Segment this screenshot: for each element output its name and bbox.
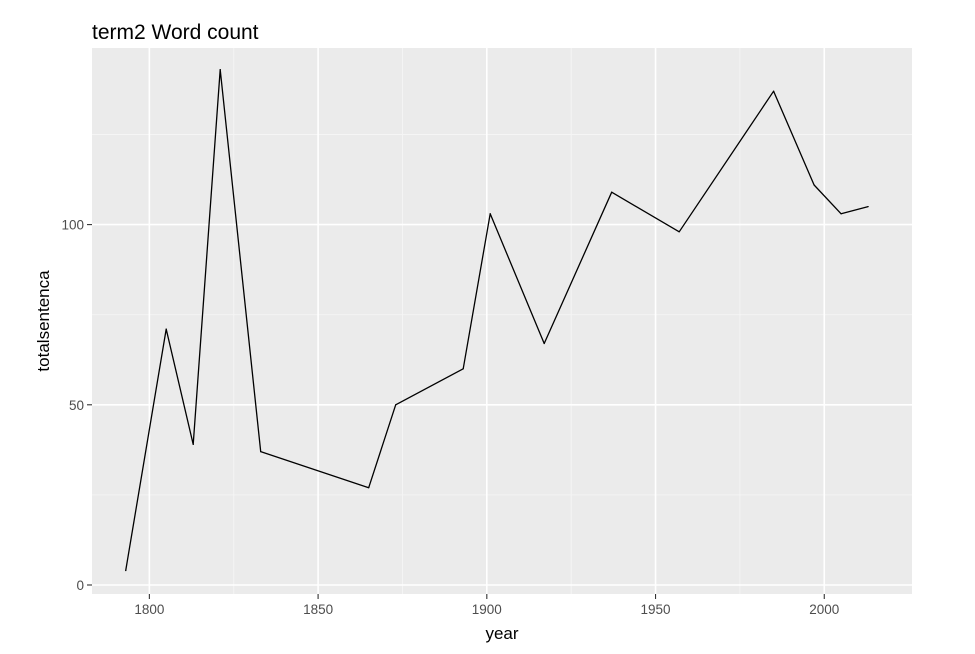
x-tick-label: 1900	[472, 602, 502, 617]
data-point	[840, 213, 842, 215]
x-tick-label: 1800	[134, 602, 164, 617]
y-tick-label: 0	[76, 578, 84, 593]
data-point	[489, 213, 491, 215]
data-point	[219, 69, 221, 71]
series-layer	[125, 68, 869, 572]
data-point	[165, 328, 167, 330]
data-point	[867, 205, 869, 208]
data-point	[192, 443, 194, 446]
series-line	[125, 68, 869, 571]
plot-panel	[92, 48, 912, 594]
chart-title: term2 Word count	[92, 21, 259, 44]
data-point	[368, 487, 370, 489]
x-tick-label: 2000	[809, 602, 839, 617]
data-point	[611, 191, 613, 193]
y-axis: 0 50 100	[61, 218, 92, 593]
y-tick-label: 100	[61, 218, 84, 233]
x-axis-title: year	[485, 624, 518, 643]
data-point	[395, 404, 397, 406]
x-tick-label: 1850	[303, 602, 333, 617]
minor-grid	[92, 48, 912, 594]
data-point	[125, 569, 127, 572]
data-point	[543, 342, 545, 345]
data-point	[678, 231, 680, 233]
data-point	[813, 184, 815, 186]
y-axis-title: totalsentenca	[34, 270, 53, 372]
y-tick-label: 50	[69, 398, 84, 413]
x-tick-label: 1950	[641, 602, 671, 617]
x-axis: 1800 1850 1900 1950 2000	[134, 594, 839, 617]
data-point	[773, 90, 775, 92]
data-point	[260, 451, 262, 453]
major-grid	[92, 48, 912, 594]
data-point	[462, 368, 464, 370]
